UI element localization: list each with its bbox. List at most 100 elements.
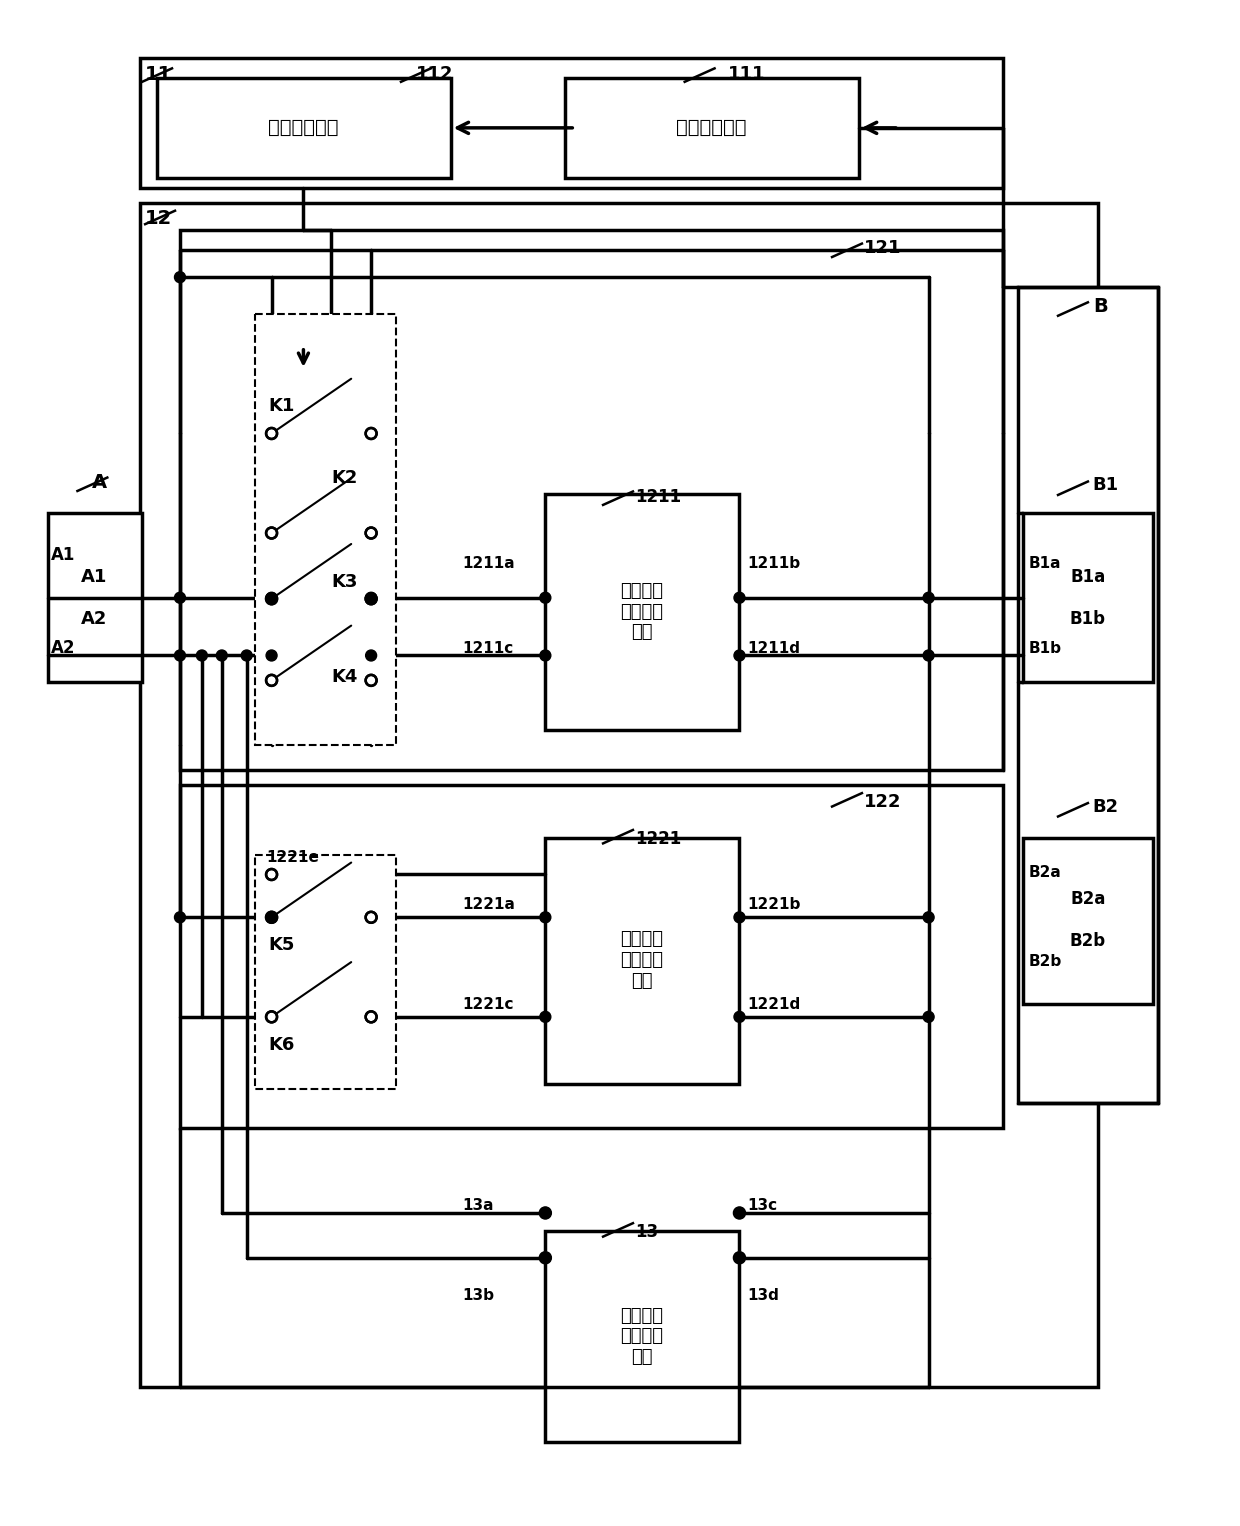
Circle shape xyxy=(175,272,186,282)
Text: 11: 11 xyxy=(145,66,172,84)
Circle shape xyxy=(267,913,277,923)
Text: 121: 121 xyxy=(864,240,901,258)
Text: B1a: B1a xyxy=(1028,555,1060,571)
Circle shape xyxy=(366,528,377,539)
Circle shape xyxy=(267,427,277,439)
Circle shape xyxy=(539,1253,551,1264)
Circle shape xyxy=(216,650,227,661)
Bar xyxy=(546,838,739,1083)
Text: 12: 12 xyxy=(145,209,172,229)
Text: 1221: 1221 xyxy=(635,830,681,848)
Bar xyxy=(140,58,1003,188)
Bar xyxy=(1023,513,1153,682)
Text: 1221c: 1221c xyxy=(463,996,515,1012)
Circle shape xyxy=(734,1207,745,1218)
Bar xyxy=(47,513,143,682)
Circle shape xyxy=(267,1012,277,1022)
Text: A1: A1 xyxy=(51,546,74,565)
Circle shape xyxy=(366,594,377,604)
Circle shape xyxy=(734,913,745,923)
Bar xyxy=(565,78,859,177)
Text: 第一直流
电压转换
单元: 第一直流 电压转换 单元 xyxy=(620,581,663,641)
Text: 1221e: 1221e xyxy=(267,850,320,865)
Text: 1211d: 1211d xyxy=(748,641,801,656)
Text: A: A xyxy=(92,473,108,493)
Text: B1: B1 xyxy=(1092,476,1118,494)
Circle shape xyxy=(734,592,745,603)
Circle shape xyxy=(539,592,551,603)
Circle shape xyxy=(366,528,377,539)
Circle shape xyxy=(196,650,207,661)
Text: 111: 111 xyxy=(728,66,765,82)
Bar xyxy=(546,1231,739,1442)
Text: K5: K5 xyxy=(269,937,295,954)
Circle shape xyxy=(539,1012,551,1022)
Text: 1211b: 1211b xyxy=(748,555,801,571)
Circle shape xyxy=(923,1012,934,1022)
Circle shape xyxy=(539,1207,551,1218)
Circle shape xyxy=(267,427,277,439)
Circle shape xyxy=(242,650,252,661)
Text: 1221a: 1221a xyxy=(463,897,516,913)
Circle shape xyxy=(366,1012,377,1022)
Circle shape xyxy=(267,674,277,685)
Text: K2: K2 xyxy=(331,470,357,487)
Bar xyxy=(546,494,739,729)
Bar xyxy=(180,230,1003,771)
Text: B1a

B1b: B1a B1b xyxy=(1070,568,1106,627)
Text: K1: K1 xyxy=(269,397,295,415)
Bar xyxy=(1023,838,1153,1004)
Circle shape xyxy=(539,650,551,661)
Text: 13: 13 xyxy=(635,1222,658,1241)
Text: 类型识别单元: 类型识别单元 xyxy=(676,119,746,137)
Circle shape xyxy=(267,594,277,604)
Text: 1221d: 1221d xyxy=(748,996,801,1012)
Text: K4: K4 xyxy=(331,668,357,687)
Circle shape xyxy=(366,674,377,685)
Text: B2a

B2b: B2a B2b xyxy=(1070,891,1106,951)
Text: 直流交流
双向转换
单元: 直流交流 双向转换 单元 xyxy=(620,931,663,990)
Circle shape xyxy=(539,1253,551,1264)
Text: B2a: B2a xyxy=(1028,865,1061,879)
Text: 13d: 13d xyxy=(748,1288,779,1303)
Circle shape xyxy=(734,1207,745,1218)
Bar xyxy=(180,784,1003,1128)
Circle shape xyxy=(267,528,277,539)
Text: 13c: 13c xyxy=(748,1198,777,1213)
Circle shape xyxy=(175,913,186,923)
Circle shape xyxy=(175,592,186,603)
Circle shape xyxy=(734,1012,745,1022)
Text: 122: 122 xyxy=(864,794,901,810)
Text: 13a: 13a xyxy=(463,1198,495,1213)
Text: 1211c: 1211c xyxy=(463,641,513,656)
Bar xyxy=(140,203,1097,1387)
Circle shape xyxy=(267,650,277,661)
Circle shape xyxy=(267,592,277,603)
Text: A2: A2 xyxy=(51,638,76,656)
Text: 13b: 13b xyxy=(463,1288,495,1303)
Bar xyxy=(1018,287,1158,1103)
Circle shape xyxy=(267,913,277,923)
Circle shape xyxy=(539,913,551,923)
Bar xyxy=(254,314,396,745)
Text: A1

A2: A1 A2 xyxy=(81,568,108,627)
Circle shape xyxy=(539,1207,551,1218)
Text: B: B xyxy=(1092,298,1107,316)
Circle shape xyxy=(366,650,377,661)
Text: K6: K6 xyxy=(269,1036,295,1054)
Circle shape xyxy=(923,592,934,603)
Text: 1221b: 1221b xyxy=(748,897,801,913)
Circle shape xyxy=(267,868,277,881)
Circle shape xyxy=(267,594,277,604)
Circle shape xyxy=(366,427,377,439)
Bar xyxy=(254,855,396,1088)
Circle shape xyxy=(366,592,377,603)
Circle shape xyxy=(734,1253,745,1264)
Circle shape xyxy=(366,674,377,685)
Circle shape xyxy=(267,868,277,881)
Circle shape xyxy=(267,528,277,539)
Circle shape xyxy=(366,1012,377,1022)
Text: B2: B2 xyxy=(1092,798,1118,816)
Text: B2b: B2b xyxy=(1028,954,1061,969)
Text: B1b: B1b xyxy=(1028,641,1061,656)
